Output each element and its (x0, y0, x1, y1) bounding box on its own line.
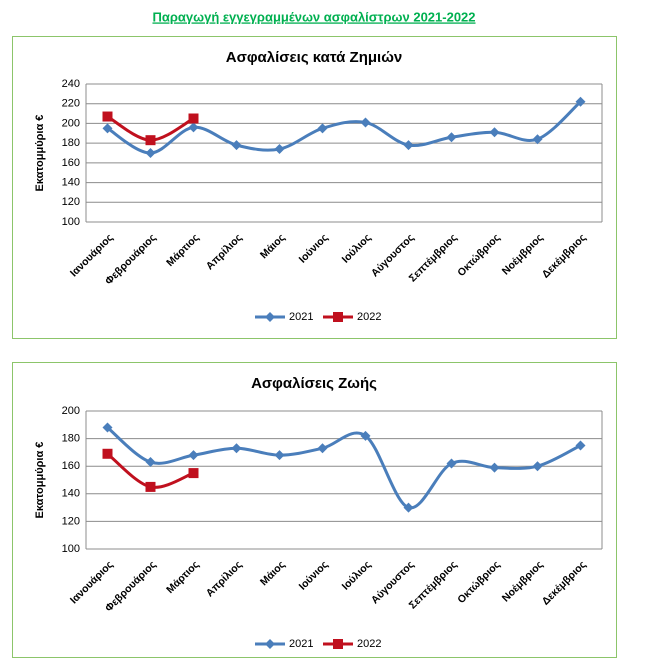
marker (102, 448, 113, 459)
chart-box (12, 36, 617, 339)
page-title: Παραγωγή εγγεγραμμένων ασφαλίστρων 2021-… (152, 9, 475, 24)
marker (360, 430, 371, 441)
marker (403, 140, 414, 151)
marker (231, 443, 242, 454)
y-tick-label: 160 (62, 460, 80, 472)
y-axis-label: Εκατομμύρια € (34, 115, 46, 192)
y-tick-label: 140 (62, 488, 80, 500)
marker (274, 450, 285, 461)
y-axis-label: Εκατομμύρια € (34, 442, 46, 519)
y-tick-label: 220 (62, 98, 80, 110)
marker (102, 111, 113, 122)
marker (333, 639, 343, 649)
legend-label: 2022 (357, 311, 381, 323)
marker (188, 113, 199, 124)
marker (145, 457, 156, 468)
marker (274, 144, 285, 155)
marker (265, 639, 275, 649)
marker (188, 450, 199, 461)
marker (102, 422, 113, 433)
marker (489, 462, 500, 473)
y-tick-label: 200 (62, 405, 80, 417)
y-tick-label: 200 (62, 117, 80, 129)
marker (265, 312, 275, 322)
y-tick-label: 120 (62, 196, 80, 208)
marker (145, 148, 156, 158)
y-tick-label: 100 (62, 216, 80, 228)
marker (317, 123, 328, 134)
marker (360, 117, 371, 128)
marker (489, 127, 500, 138)
chart-title: Ασφαλίσεις Ζωής (251, 375, 377, 392)
marker (317, 443, 328, 454)
marker (532, 461, 543, 472)
y-tick-label: 180 (62, 433, 80, 445)
marker (145, 481, 156, 492)
marker (188, 122, 199, 133)
marker (333, 312, 343, 322)
marker (231, 140, 242, 151)
legend-label: 2022 (357, 638, 381, 650)
marker (145, 135, 156, 146)
marker (575, 96, 586, 107)
y-tick-label: 100 (62, 543, 80, 555)
marker (446, 458, 457, 469)
legend-label: 2021 (289, 311, 313, 323)
y-tick-label: 240 (62, 78, 80, 90)
y-tick-label: 160 (62, 157, 80, 169)
marker (446, 132, 457, 143)
chart-box (12, 362, 617, 658)
legend-label: 2021 (289, 638, 313, 650)
marker (403, 502, 414, 513)
marker (532, 134, 543, 145)
y-tick-label: 180 (62, 137, 80, 149)
y-tick-label: 120 (62, 515, 80, 527)
marker (188, 468, 199, 479)
chart-title: Ασφαλίσεις κατά Ζημιών (226, 49, 403, 66)
marker (575, 440, 586, 451)
marker (102, 123, 113, 134)
y-tick-label: 140 (62, 176, 80, 188)
